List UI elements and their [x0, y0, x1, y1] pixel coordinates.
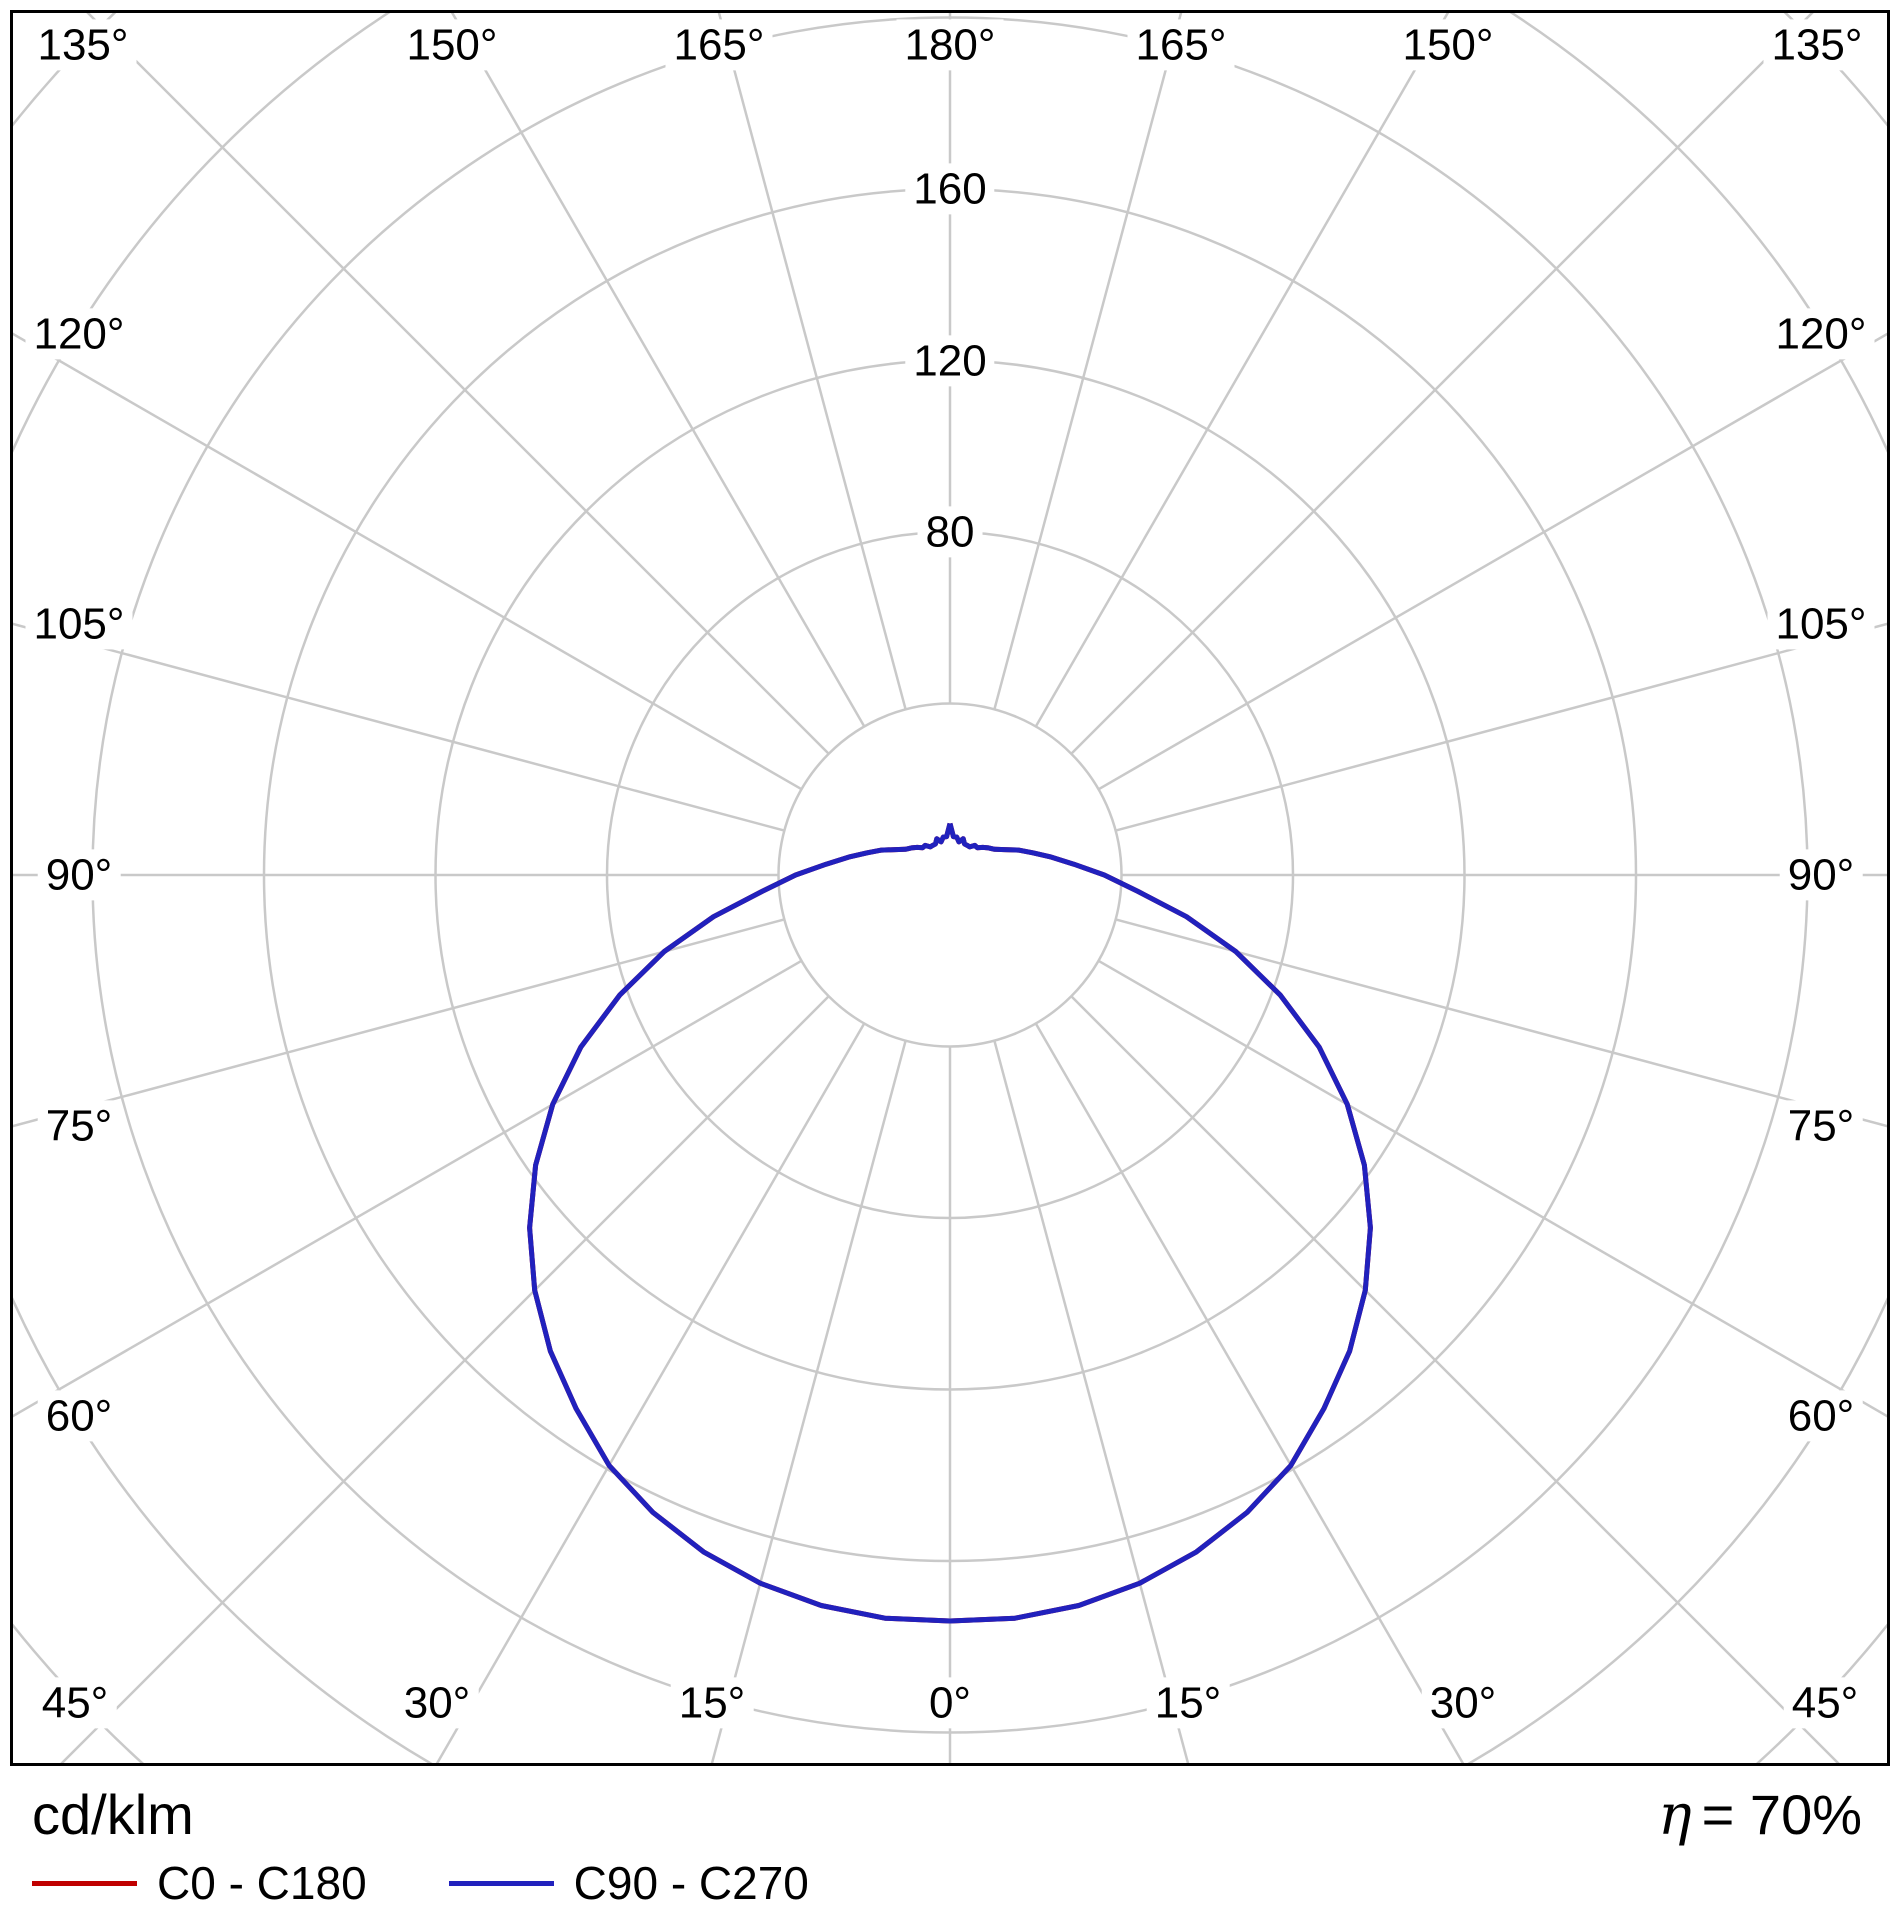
angle-label-bottom: 15° [1146, 1677, 1230, 1729]
angle-label-bottom: 15° [670, 1677, 754, 1729]
angle-label-bottom: 0° [920, 1677, 980, 1729]
angle-label-right: 60° [1779, 1390, 1863, 1442]
radial-tick-label: 120 [905, 334, 995, 387]
angle-label-top: 150° [1394, 19, 1502, 71]
angle-label-left: 60° [37, 1390, 121, 1442]
angle-label-right: 105° [1767, 598, 1875, 650]
unit-label: cd/klm [32, 1783, 194, 1846]
angle-label-bottom: 45° [1783, 1677, 1867, 1729]
radial-tick-label: 160 [905, 163, 995, 215]
angle-label-bottom: 30° [1421, 1677, 1505, 1729]
angle-label-right: 90° [1779, 849, 1863, 901]
angle-label-left: 105° [25, 598, 133, 650]
legend-item-c0-c180: C0 - C180 [32, 1856, 367, 1910]
angle-label-top: 150° [398, 19, 506, 71]
efficiency-value: = 70% [1701, 1783, 1862, 1846]
angle-label-top: 135° [1763, 19, 1871, 71]
legend-label-c0-c180: C0 - C180 [157, 1857, 367, 1909]
legend-line-blue [448, 1880, 554, 1886]
eta-symbol: η [1658, 1783, 1692, 1848]
radial-tick-label: 80 [917, 506, 983, 558]
legend-label-c90-c270: C90 - C270 [573, 1857, 809, 1909]
angle-label-left: 75° [37, 1100, 121, 1152]
angle-label-right: 75° [1779, 1100, 1863, 1152]
angle-label-top: 165° [665, 19, 773, 71]
legend: C0 - C180 C90 - C270 [32, 1856, 891, 1910]
efficiency-label: η = 70% [1658, 1782, 1862, 1848]
angle-label-right: 120° [1767, 308, 1875, 360]
polar-chart-frame: 135° 150° 165° 180° 165° 150° 135° 45° 30° 15° 0° 1… [10, 10, 1890, 1766]
polar-grid-and-curves [13, 13, 1887, 1763]
angle-label-left: 120° [25, 308, 133, 360]
angle-label-left: 90° [37, 849, 121, 901]
angle-label-top: 165° [1127, 19, 1235, 71]
angle-label-top: 180° [896, 19, 1004, 71]
angle-label-bottom: 45° [33, 1677, 117, 1729]
axis-label-layer: 135° 150° 165° 180° 165° 150° 135° 45° 30° 15° 0° 1… [13, 13, 1887, 1763]
legend-line-red [32, 1880, 137, 1886]
legend-item-c90-c270: C90 - C270 [448, 1856, 809, 1910]
angle-label-bottom: 30° [395, 1677, 479, 1729]
angle-label-top: 135° [29, 19, 137, 71]
